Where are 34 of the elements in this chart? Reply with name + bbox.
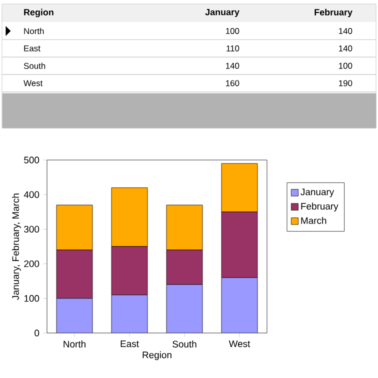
- text: 140: [338, 45, 352, 52]
- legend-label: January: [300, 188, 334, 198]
- text: 160: [226, 80, 240, 86]
- x-axis-title: Region: [142, 351, 172, 360]
- bar: [221, 277, 258, 333]
- y-tick-label: 500: [24, 156, 40, 164]
- text: 100: [338, 62, 352, 69]
- y-axis-title: January, February, March: [12, 194, 21, 300]
- text: 140: [338, 28, 352, 34]
- y-tick-label: 100: [24, 295, 40, 302]
- text: 140: [226, 62, 240, 69]
- y-tick-label: 0: [34, 330, 40, 336]
- x-tick-label: North: [64, 340, 86, 348]
- text: Region: [24, 8, 54, 18]
- text: 190: [338, 80, 352, 86]
- text: 100: [226, 28, 240, 34]
- text: West: [24, 80, 43, 86]
- text: January: [205, 8, 240, 18]
- legend-label: March: [301, 216, 326, 224]
- bar: [56, 298, 93, 333]
- x-tick-label: South: [172, 340, 196, 348]
- y-tick-label: 200: [24, 260, 40, 268]
- text: East: [24, 45, 40, 52]
- y-tick-label: 400: [24, 191, 40, 198]
- bar: [166, 284, 203, 333]
- text: 110: [226, 45, 240, 52]
- x-tick-label: West: [228, 340, 250, 348]
- text: South: [24, 62, 46, 69]
- y-tick-label: 300: [24, 226, 40, 233]
- x-tick-label: East: [120, 340, 139, 348]
- bar: [111, 294, 148, 333]
- text: February: [314, 8, 352, 18]
- text: North: [24, 28, 44, 34]
- legend-label: February: [301, 202, 338, 212]
